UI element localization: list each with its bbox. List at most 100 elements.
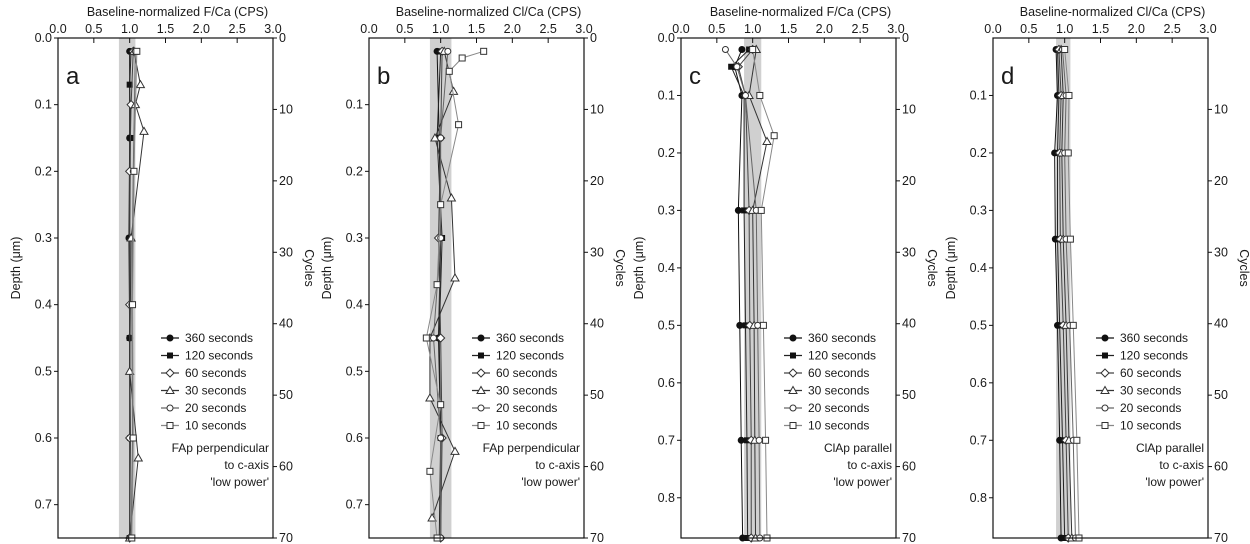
panel-letter: d	[1001, 63, 1014, 90]
y-tick-label: 0.8	[970, 491, 987, 505]
data-point	[1073, 436, 1081, 444]
x-tick-label: 2.0	[816, 22, 833, 36]
legend-marker	[476, 385, 486, 394]
y2-tick-label: 60	[590, 460, 604, 474]
data-point	[445, 67, 453, 75]
panel-note: 'low power'	[521, 475, 580, 489]
y-tick-label: 0.2	[35, 164, 52, 178]
y-tick-label: 0.5	[346, 364, 363, 378]
data-point	[1069, 321, 1077, 329]
panel-d: Baseline-normalized Cl/Ca (CPS) 0.0 0.5 1.0…	[944, 5, 1250, 544]
panel-note: 'low power'	[210, 475, 269, 489]
panel-letter: c	[689, 63, 701, 90]
y2-tick-label: 20	[902, 174, 916, 188]
y-tick-label: 0.7	[346, 498, 363, 512]
legend-label: 60 seconds	[1120, 366, 1181, 380]
legend-marker	[476, 368, 486, 378]
y-tick-label: 0.3	[658, 203, 675, 217]
data-point	[437, 434, 445, 442]
data-point	[480, 47, 488, 55]
legend-marker	[166, 422, 174, 429]
data-point	[1064, 149, 1072, 157]
y-tick-label: 0.1	[658, 88, 675, 102]
x-tick-label: 0.0	[49, 22, 66, 36]
y-tick-label: 0.2	[346, 164, 363, 178]
data-point	[757, 206, 765, 214]
legend-label: 120 seconds	[1120, 349, 1188, 363]
legend-marker	[790, 352, 796, 359]
data-point	[427, 512, 437, 522]
panel-c: Baseline-normalized F/Ca (CPS) 0.0 0.5 1.0 1…	[632, 5, 939, 544]
data-point	[433, 281, 441, 289]
y2-tick-label: 40	[590, 317, 604, 331]
y-tick-label: 0.4	[346, 298, 363, 312]
y-tick-label: 0.1	[35, 98, 52, 112]
y2-tick-label: 10	[1214, 102, 1228, 116]
data-point	[756, 91, 764, 99]
y-tick-label: 0.6	[35, 431, 52, 445]
legend-marker	[477, 334, 485, 342]
data-point	[770, 132, 778, 140]
legend-label: 20 seconds	[808, 401, 869, 415]
y2-tick-label: 10	[279, 102, 293, 116]
y-tick-label: 0.6	[970, 376, 987, 390]
legend-label: 360 seconds	[808, 331, 876, 345]
legend-marker	[166, 404, 174, 412]
panel-note: ClAp parallel	[824, 441, 892, 455]
y-tick-label: 0.8	[658, 491, 675, 505]
x-tick-label: 1.5	[780, 22, 797, 36]
y2-tick-label: 60	[279, 460, 293, 474]
baseline-band	[744, 38, 762, 538]
x-tick-label: 2.0	[504, 22, 521, 36]
legend-marker	[477, 422, 485, 429]
x-tick-label: 0.0	[672, 22, 689, 36]
legend-label: 30 seconds	[808, 384, 869, 398]
legend-marker	[1101, 404, 1109, 412]
x-axis-title: Baseline-normalized Cl/Ca (CPS)	[1020, 5, 1205, 19]
panel-note: FAp perpendicular	[483, 441, 580, 455]
y2-tick-label: 20	[1214, 174, 1228, 188]
data-point	[734, 206, 742, 214]
data-point	[450, 446, 460, 455]
y-tick-label: 0.5	[35, 364, 52, 378]
x-tick-label: 0.5	[708, 22, 725, 36]
y2-tick-label: 60	[1214, 460, 1228, 474]
y-tick-label: 0.0	[658, 31, 675, 45]
y-tick-label: 0.7	[35, 498, 52, 512]
data-point	[749, 45, 757, 53]
x-tick-label: 1.0	[1056, 22, 1073, 36]
data-point	[422, 334, 430, 342]
data-point	[435, 333, 446, 343]
panel-note: to c-axis	[535, 458, 580, 472]
panel-note: 'low power'	[833, 475, 892, 489]
legend-label: 10 seconds	[185, 419, 246, 433]
panel-note: to c-axis	[847, 458, 892, 472]
data-point	[737, 436, 745, 444]
legend-label: 20 seconds	[1120, 401, 1181, 415]
data-point	[450, 272, 460, 282]
y-tick-label: 0.5	[658, 318, 675, 332]
panel-note: FAp perpendicular	[172, 441, 269, 455]
legend-marker	[1100, 385, 1110, 394]
y-tick-label: 0.1	[346, 98, 363, 112]
data-point	[126, 81, 133, 88]
legend-marker	[788, 385, 798, 394]
x-tick-label: 2.5	[1163, 22, 1180, 36]
y-axis-title: Depth (μm)	[320, 237, 334, 300]
legend-marker	[165, 385, 175, 394]
legend-label: 120 seconds	[808, 349, 876, 363]
x-axis-title: Baseline-normalized Cl/Ca (CPS)	[396, 5, 581, 19]
data-point	[430, 334, 437, 342]
x-tick-label: 2.5	[539, 22, 556, 36]
legend-marker	[478, 352, 484, 359]
x-tick-label: 0.5	[396, 22, 413, 36]
y2-tick-label: 30	[1214, 245, 1228, 259]
y2-tick-label: 70	[1214, 531, 1228, 544]
y2-tick-label: 0	[902, 31, 909, 45]
x-tick-label: 1.5	[468, 22, 485, 36]
legend-label: 120 seconds	[496, 349, 564, 363]
legend-marker	[1102, 352, 1108, 359]
panel-letter: a	[66, 63, 80, 90]
x-tick-label: 1.0	[121, 22, 138, 36]
